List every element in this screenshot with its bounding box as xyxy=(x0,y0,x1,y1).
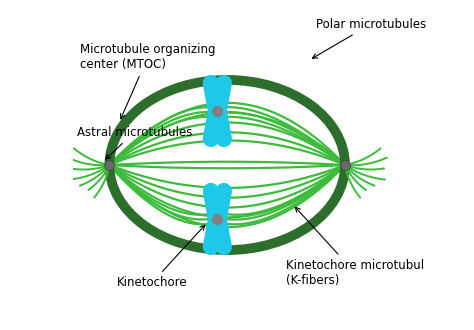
Text: Astral microtubules: Astral microtubules xyxy=(77,126,192,159)
Text: Polar microtubules: Polar microtubules xyxy=(312,18,426,58)
Text: Kinetochore: Kinetochore xyxy=(117,225,205,289)
Text: Microtubule organizing
center (MTOC): Microtubule organizing center (MTOC) xyxy=(80,43,216,119)
Text: Kinetochore microtubul
(K-fibers): Kinetochore microtubul (K-fibers) xyxy=(286,207,424,287)
